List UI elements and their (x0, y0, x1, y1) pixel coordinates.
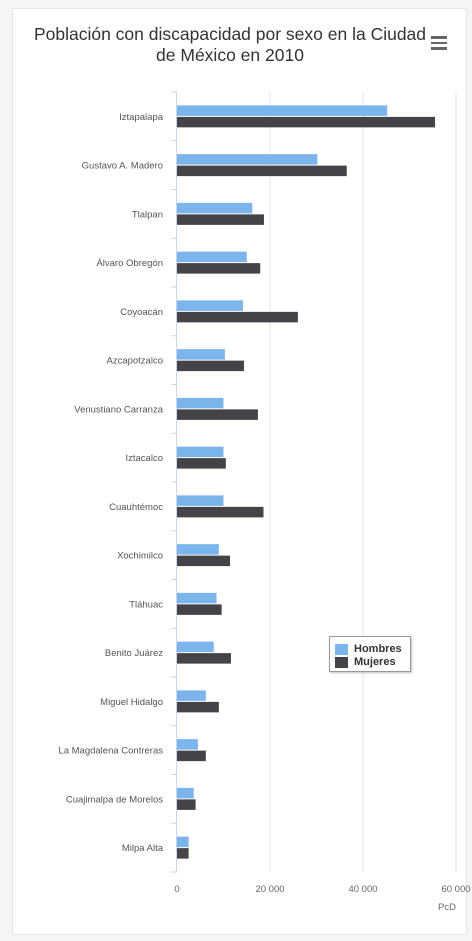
category-label-benito-juarez: Benito Juárez (105, 648, 163, 659)
bar-mujeres-alvaro-obregon (177, 263, 261, 274)
bar-hombres-tlalpan (177, 202, 253, 214)
category-label-xochimilco: Xochimilco (117, 551, 163, 562)
legend: Hombres Mujeres (329, 636, 411, 672)
labels: 0 20 000 40 000 60 000 Iztapalapa Gustavo A. … (58, 112, 470, 913)
category-label-gustavo-a-madero: Gustavo A. Madero (82, 161, 163, 172)
bar-hombres-coyoacan (177, 300, 244, 311)
bar-hombres-gustavo-a-madero (177, 154, 318, 165)
bar-mujeres-cuajimalpa-de-morelos (177, 799, 196, 810)
category-label-alvaro-obregon: Álvaro Obregón (96, 258, 163, 269)
category-label-azcapotzalco: Azcapotzalco (106, 356, 163, 367)
bar-mujeres-iztapalapa (177, 116, 436, 128)
bar-hombres-xochimilco (177, 544, 219, 555)
category-label-venustiano-carranza: Venustiano Carranza (74, 404, 163, 415)
category-label-coyoacan: Coyoacán (120, 307, 163, 318)
category-label-tlahuac: Tláhuac (129, 599, 163, 610)
bar-hombres-cuauhtemoc (177, 495, 224, 506)
legend-label-mujeres: Mujeres (354, 656, 396, 668)
bar-hombres-la-magdalena-contreras (177, 739, 198, 750)
legend-swatch-mujeres (335, 656, 348, 668)
category-label-iztapalapa: Iztapalapa (119, 112, 164, 123)
bar-mujeres-tlalpan (177, 214, 264, 225)
bar-mujeres-gustavo-a-madero (177, 165, 347, 177)
bar-hombres-tlahuac (177, 592, 217, 604)
bar-hombres-iztapalapa (177, 105, 388, 116)
category-label-tlalpan: Tlalpan (132, 209, 163, 220)
x-tick-label-3: 60 000 (441, 884, 470, 895)
bar-hombres-milpa-alta (177, 836, 189, 848)
bar-mujeres-venustiano-carranza (177, 409, 258, 420)
bar-hombres-venustiano-carranza (177, 397, 224, 409)
bar-hombres-benito-juarez (177, 641, 214, 653)
legend-item-mujeres[interactable]: Mujeres (335, 656, 396, 668)
bar-mujeres-milpa-alta (177, 848, 189, 859)
bars (177, 105, 436, 859)
x-tick-label-2: 40 000 (348, 884, 377, 895)
bar-hombres-iztacalco (177, 446, 224, 458)
bar-mujeres-xochimilco (177, 555, 231, 567)
bar-mujeres-la-magdalena-contreras (177, 750, 206, 762)
category-label-la-magdalena-contreras: La Magdalena Contreras (58, 746, 163, 757)
bar-mujeres-coyoacan (177, 311, 298, 323)
bar-mujeres-benito-juarez (177, 653, 231, 664)
category-label-cuajimalpa-de-morelos: Cuajimalpa de Morelos (66, 794, 163, 805)
x-axis-title: PcD (438, 902, 456, 913)
legend-swatch-hombres (335, 643, 348, 655)
bar-mujeres-tlahuac (177, 604, 222, 615)
legend-label-hombres: Hombres (354, 643, 402, 655)
grid-lines (269, 92, 457, 872)
axes (171, 91, 177, 873)
category-label-miguel-hidalgo: Miguel Hidalgo (100, 697, 163, 708)
bar-hombres-azcapotzalco (177, 349, 225, 360)
bar-hombres-miguel-hidalgo (177, 690, 206, 701)
bar-mujeres-iztacalco (177, 458, 226, 469)
category-label-iztacalco: Iztacalco (126, 453, 164, 464)
x-tick-label-0: 0 (174, 884, 179, 895)
category-label-milpa-alta: Milpa Alta (122, 843, 164, 854)
bar-hombres-cuajimalpa-de-morelos (177, 787, 194, 799)
bar-mujeres-cuauhtemoc (177, 506, 264, 518)
bar-mujeres-azcapotzalco (177, 360, 244, 372)
chart-title: Población con discapacidad por sexo en l… (33, 24, 427, 65)
x-tick-label-1: 20 000 (255, 884, 284, 895)
hamburger-menu-icon[interactable] (431, 36, 447, 50)
category-label-cuauhtemoc: Cuauhtémoc (109, 502, 163, 513)
legend-item-hombres[interactable]: Hombres (335, 643, 402, 655)
bar-mujeres-miguel-hidalgo (177, 701, 219, 713)
bar-hombres-alvaro-obregon (177, 251, 247, 263)
